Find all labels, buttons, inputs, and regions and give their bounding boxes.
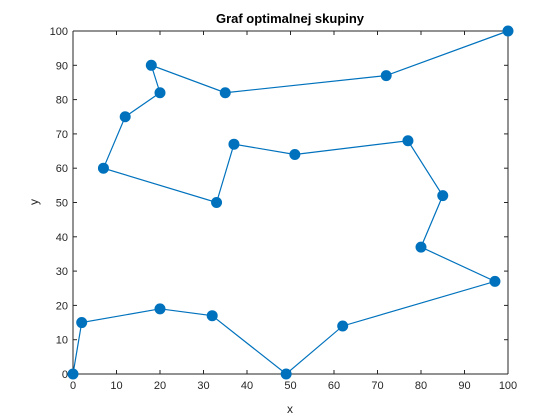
y-axis-ticks: 0 10 20 30 40 50 60 70 80 90 100 <box>50 26 508 381</box>
data-point <box>76 317 88 329</box>
chart-title: Graf optimalnej skupiny <box>216 11 365 26</box>
data-point <box>97 162 109 174</box>
y-axis-label: y <box>27 199 41 205</box>
data-point <box>228 138 240 150</box>
x-tick-label: 40 <box>241 380 253 392</box>
y-tick-label: 30 <box>56 266 68 278</box>
data-point <box>219 87 231 99</box>
data-point <box>489 275 501 287</box>
data-point <box>502 25 514 37</box>
y-tick-label: 100 <box>50 26 68 38</box>
data-point <box>206 310 218 322</box>
x-tick-label: 80 <box>415 380 427 392</box>
data-point <box>337 320 349 332</box>
data-point <box>280 368 292 380</box>
x-tick-label: 90 <box>458 380 470 392</box>
x-axis-label: x <box>287 402 293 416</box>
data-point <box>289 148 301 160</box>
series-group <box>67 25 514 380</box>
y-tick-label: 70 <box>56 129 68 141</box>
y-tick-label: 40 <box>56 232 68 244</box>
y-tick-label: 20 <box>56 300 68 312</box>
y-tick-label: 10 <box>56 335 68 347</box>
plot-area <box>73 31 508 374</box>
x-tick-label: 20 <box>154 380 166 392</box>
y-tick-label: 60 <box>56 163 68 175</box>
data-point <box>119 111 131 123</box>
y-tick-label: 80 <box>56 95 68 107</box>
data-point <box>380 70 392 82</box>
x-tick-label: 0 <box>70 380 76 392</box>
x-tick-label: 30 <box>197 380 209 392</box>
data-point <box>145 59 157 71</box>
y-tick-label: 50 <box>56 198 68 210</box>
x-tick-label: 60 <box>328 380 340 392</box>
y-tick-label: 90 <box>56 60 68 72</box>
x-axis-ticks: 0 10 20 30 40 50 60 70 80 90 100 <box>70 31 517 392</box>
x-tick-label: 50 <box>284 380 296 392</box>
data-point <box>211 197 223 208</box>
x-tick-label: 70 <box>371 380 383 392</box>
data-point <box>154 303 166 315</box>
data-point <box>67 368 79 380</box>
data-point <box>437 190 449 202</box>
x-tick-label: 100 <box>499 380 517 392</box>
y-tick-label: 0 <box>62 369 68 381</box>
data-point <box>154 87 166 99</box>
x-tick-label: 10 <box>110 380 122 392</box>
data-point <box>402 135 414 147</box>
data-point <box>415 241 427 253</box>
